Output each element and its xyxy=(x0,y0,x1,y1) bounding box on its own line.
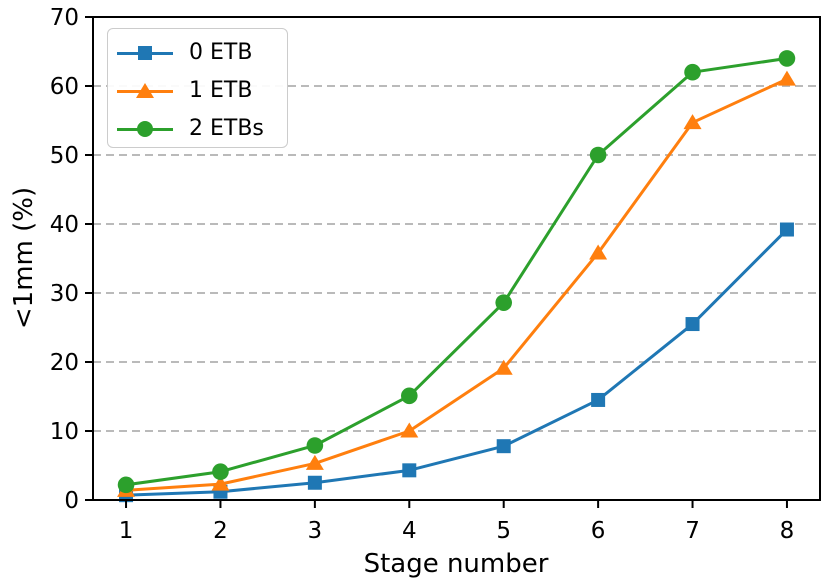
legend-label: 0 ETB xyxy=(189,40,253,65)
marker-2-etbs-stage-1 xyxy=(117,476,135,494)
marker-0-etb-stage-6 xyxy=(591,392,606,407)
marker-1-etb-stage-8 xyxy=(777,70,796,86)
x-tick-label-2: 2 xyxy=(213,518,228,544)
series-line-0-etb xyxy=(124,228,789,497)
legend: 0 ETB 1 ETB 2 ETBs xyxy=(107,28,288,148)
marker-1-etb-stage-6 xyxy=(589,244,608,260)
y-tick-label-70: 70 xyxy=(50,5,79,31)
legend-triangle-marker-icon xyxy=(117,81,173,101)
axes-frame xyxy=(92,16,821,501)
legend-label: 1 ETB xyxy=(189,78,253,103)
legend-item-2-etbs: 2 ETBs xyxy=(117,110,287,148)
y-tick-label-10: 10 xyxy=(50,419,79,445)
marker-2-etbs-stage-5 xyxy=(495,294,513,311)
x-tick-label-1: 1 xyxy=(119,518,134,544)
marker-2-etbs-stage-7 xyxy=(684,63,701,81)
x-axis-label: Stage number xyxy=(364,549,549,579)
legend-item-1-etb: 1 ETB xyxy=(117,72,287,110)
x-tick-label-8: 8 xyxy=(780,518,795,544)
legend-circle-marker-icon xyxy=(117,119,173,139)
legend-label: 2 ETBs xyxy=(189,116,264,141)
x-tick-label-7: 7 xyxy=(685,518,700,544)
x-tick-label-4: 4 xyxy=(402,518,417,544)
y-tick-label-0: 0 xyxy=(64,488,79,514)
y-tick-label-20: 20 xyxy=(50,350,79,376)
y-tick-label-60: 60 xyxy=(50,74,79,100)
y-axis-label: <1mm (%) xyxy=(9,187,39,329)
x-tick-label-5: 5 xyxy=(496,518,511,544)
marker-2-etbs-stage-2 xyxy=(212,463,229,481)
marker-2-etbs-stage-4 xyxy=(400,387,418,405)
marker-2-etbs-stage-6 xyxy=(589,146,607,164)
axis-ticks xyxy=(85,16,788,508)
marker-0-etb-stage-3 xyxy=(307,475,322,490)
marker-0-etb-stage-8 xyxy=(779,222,794,237)
series-line-2-etbs xyxy=(124,56,789,487)
marker-0-etb-stage-4 xyxy=(402,463,417,478)
plot-frame xyxy=(92,16,821,501)
marker-1-etb-stage-5 xyxy=(494,359,513,375)
y-tick-label-30: 30 xyxy=(50,281,79,307)
marker-1-etb-stage-7 xyxy=(683,114,702,130)
marker-1-etb-stage-2 xyxy=(211,475,230,491)
y-tick-label-40: 40 xyxy=(50,212,79,238)
marker-1-etb-stage-3 xyxy=(305,454,324,470)
x-tick-label-3: 3 xyxy=(308,518,323,544)
x-tick-label-6: 6 xyxy=(591,518,606,544)
marker-1-etb-stage-4 xyxy=(400,422,419,438)
marker-2-etbs-stage-3 xyxy=(306,437,324,454)
marker-0-etb-stage-5 xyxy=(496,439,511,454)
series-line-1-etb xyxy=(124,77,789,492)
legend-square-marker-icon xyxy=(117,43,173,63)
y-tick-label-50: 50 xyxy=(50,143,79,169)
data-series xyxy=(117,50,796,503)
tick-labels: 1 2 3 4 5 6 7 8 0 10 20 30 40 50 60 70 xyxy=(50,5,795,544)
marker-0-etb-stage-7 xyxy=(685,317,700,332)
marker-2-etbs-stage-8 xyxy=(778,50,796,67)
legend-item-0-etb: 0 ETB xyxy=(117,34,287,72)
